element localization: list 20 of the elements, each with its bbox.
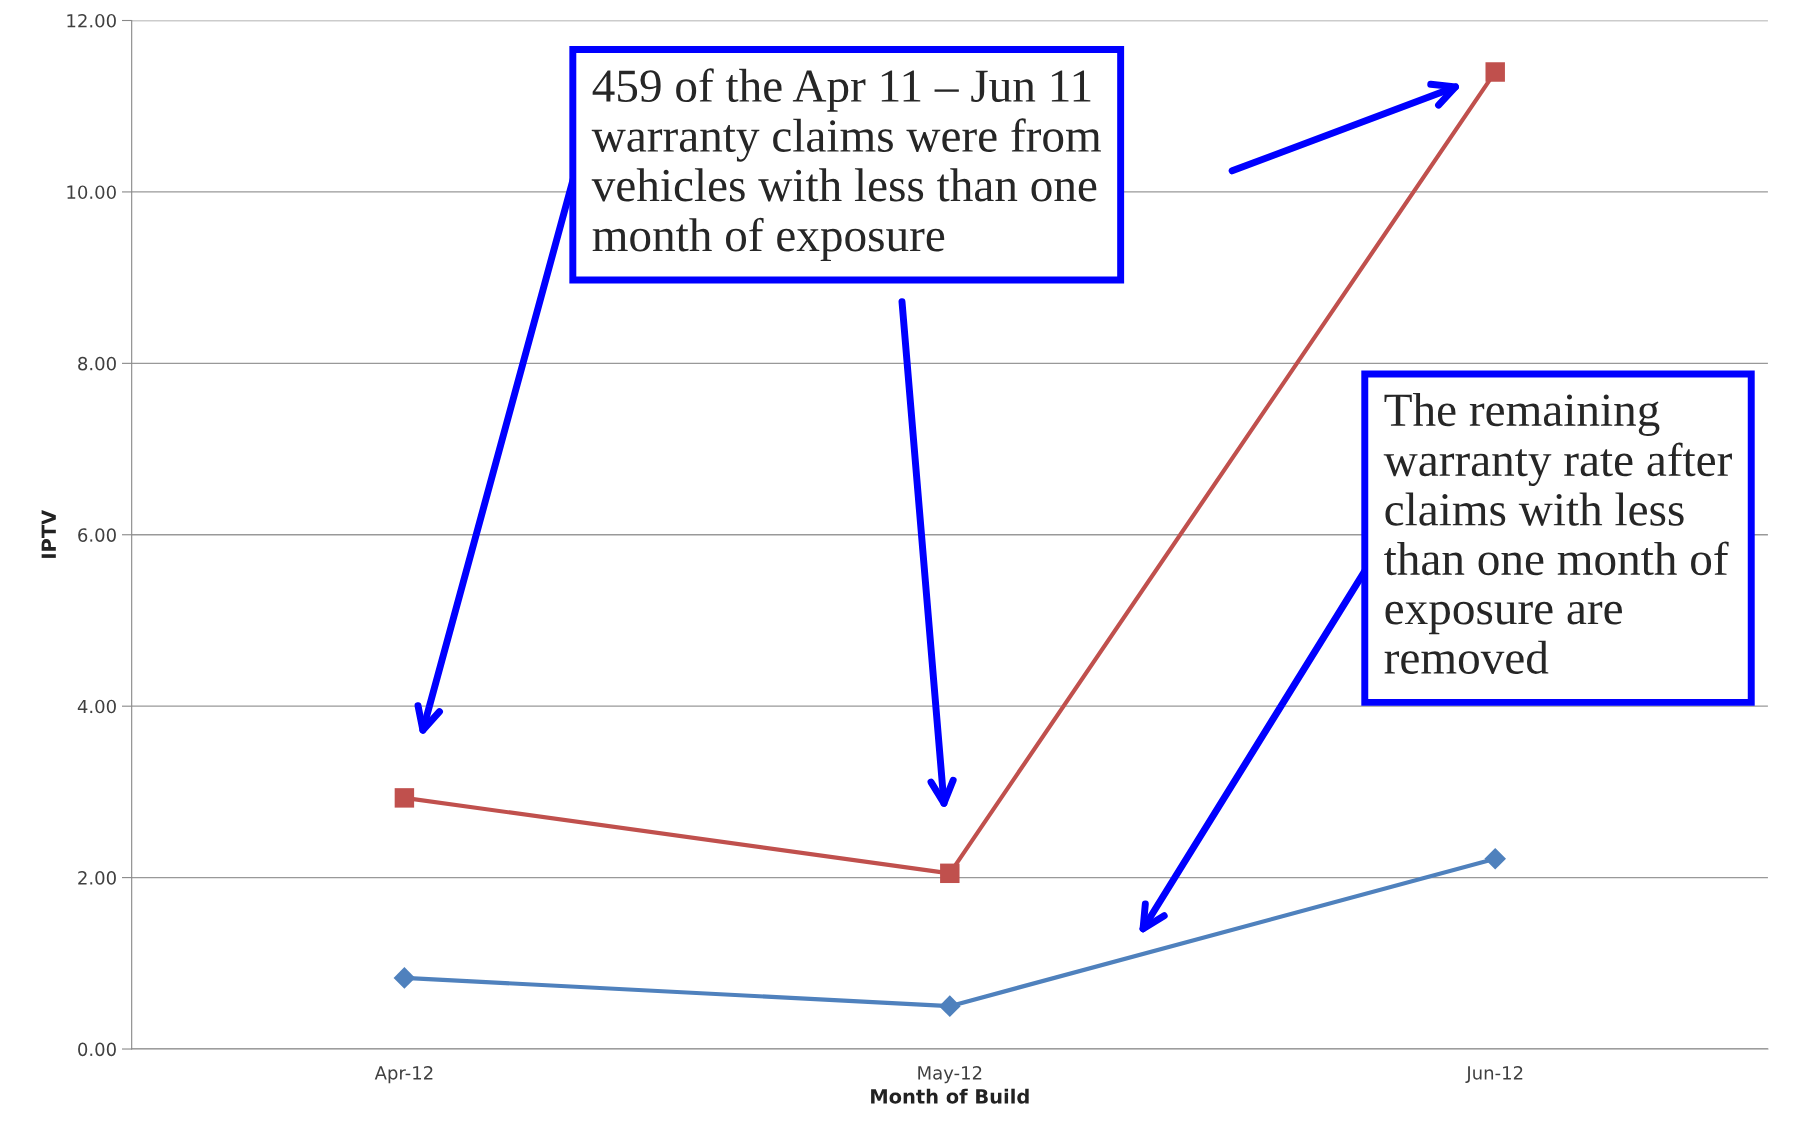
point xyxy=(1484,847,1507,870)
annotation: The remaining warranty rate after claims with less than one month of exposure are removed xyxy=(1383,392,1732,674)
y-axis-title: IPTV xyxy=(41,509,56,558)
x-axis-title: Month of Build xyxy=(871,1088,1029,1104)
annotation: 459 of the Apr 11 – Jun 11 warranty claims were from vehicles with less than one month of exposure xyxy=(591,68,1102,262)
y-tick-label: 12.00 xyxy=(67,13,116,28)
point xyxy=(940,863,960,884)
y-tick-label: 4.00 xyxy=(77,699,116,714)
y-tick-label: 2.00 xyxy=(78,871,116,885)
point xyxy=(394,788,415,808)
point xyxy=(939,995,961,1017)
x-tick-label: May-12 xyxy=(918,1066,982,1084)
y-tick-label: 8.00 xyxy=(78,356,116,371)
point xyxy=(393,967,416,989)
x-tick-label: Jun-12 xyxy=(1465,1066,1523,1084)
point xyxy=(1485,62,1505,82)
y-tick-label: 0.00 xyxy=(78,1042,116,1057)
y-tick-label: 6.00 xyxy=(78,528,116,542)
y-tick-label: 10.00 xyxy=(67,185,116,200)
x-tick-label: Apr-12 xyxy=(374,1066,433,1084)
